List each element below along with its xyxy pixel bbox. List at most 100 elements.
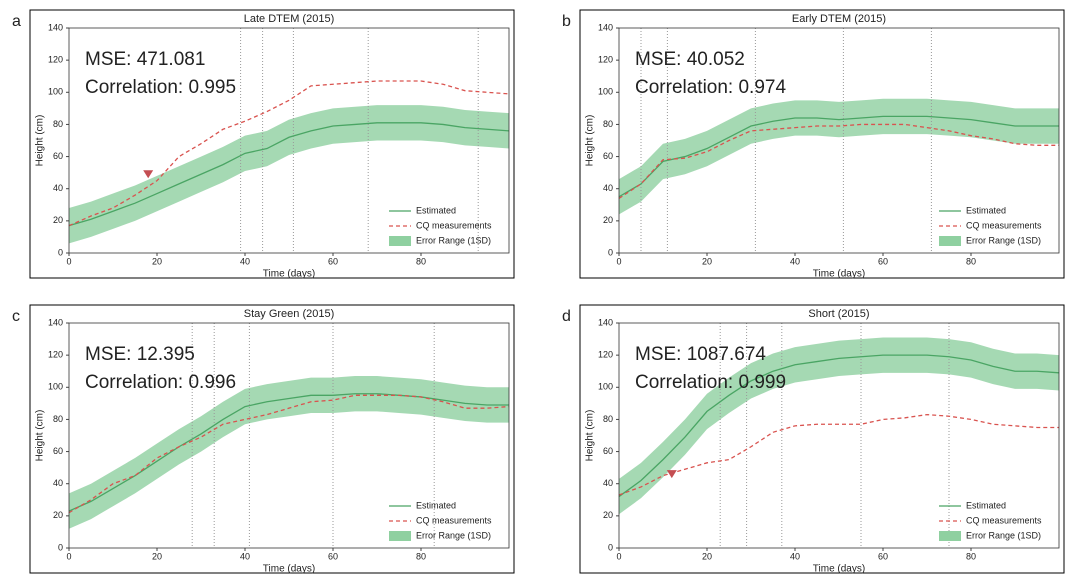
- y-tick-label: 100: [598, 87, 613, 97]
- chart-title: Short (2015): [808, 308, 869, 320]
- panel-frame: [29, 304, 515, 574]
- x-axis-label: Time (days): [813, 564, 865, 575]
- y-tick-label: 80: [53, 414, 63, 424]
- panel-letter: a: [12, 13, 21, 30]
- legend-label: Estimated: [416, 500, 456, 510]
- error-band: [69, 105, 509, 244]
- y-axis-label: Height (cm): [35, 115, 46, 167]
- panel: a Late DTEM (2015) Time (days) Height (cm) 0…: [12, 9, 515, 280]
- panel-frame: [579, 9, 1065, 279]
- y-tick-label: 100: [48, 382, 63, 392]
- legend-label: CQ measurements: [416, 220, 492, 230]
- x-tick-label: 40: [240, 256, 250, 266]
- x-tick-label: 60: [328, 256, 338, 266]
- legend-label: Estimated: [416, 205, 456, 215]
- legend-label: CQ measurements: [966, 515, 1042, 525]
- y-tick-label: 20: [603, 510, 613, 520]
- legend-label: CQ measurements: [966, 220, 1042, 230]
- chart-title: Stay Green (2015): [244, 308, 335, 320]
- x-tick-label: 20: [702, 256, 712, 266]
- legend-label: CQ measurements: [416, 515, 492, 525]
- y-tick-label: 140: [48, 317, 63, 327]
- y-tick-label: 20: [53, 510, 63, 520]
- error-band: [619, 337, 1059, 515]
- series-line: [68, 122, 510, 227]
- y-tick-label: 80: [603, 414, 613, 424]
- panel: c Stay Green (2015) Time (days) Height (cm)…: [12, 304, 515, 575]
- series-line: [68, 394, 510, 514]
- plot-frame: [68, 27, 510, 254]
- y-axis-label: Height (cm): [585, 410, 596, 462]
- plot-frame: [618, 322, 1060, 549]
- x-axis-label: Time (days): [263, 269, 315, 280]
- legend-label: Error Range (1SD): [966, 530, 1041, 540]
- y-tick-label: 120: [48, 350, 63, 360]
- y-tick-label: 140: [598, 317, 613, 327]
- panel-letter: c: [12, 308, 20, 325]
- y-tick-label: 100: [48, 87, 63, 97]
- annotation: MSE: 1087.674: [635, 344, 766, 365]
- annotation: Correlation: 0.996: [85, 372, 236, 393]
- y-tick-label: 20: [603, 215, 613, 225]
- panel-frame: [29, 9, 515, 279]
- x-tick-label: 20: [152, 256, 162, 266]
- x-tick-label: 80: [416, 551, 426, 561]
- panel-letter: b: [562, 13, 571, 30]
- marker: [666, 470, 677, 479]
- legend-label: Estimated: [966, 500, 1006, 510]
- legend-swatch: [389, 531, 411, 541]
- y-tick-label: 80: [53, 119, 63, 129]
- legend-swatch: [939, 236, 961, 246]
- marker: [143, 170, 154, 179]
- legend-swatch: [939, 531, 961, 541]
- x-tick-label: 60: [878, 256, 888, 266]
- x-tick-label: 0: [66, 256, 71, 266]
- x-tick-label: 20: [702, 551, 712, 561]
- y-tick-label: 60: [53, 151, 63, 161]
- x-tick-label: 20: [152, 551, 162, 561]
- series-line: [618, 354, 1060, 498]
- y-tick-label: 20: [53, 215, 63, 225]
- y-tick-label: 140: [598, 22, 613, 32]
- panel: d Short (2015) Time (days) Height (cm) 0 20 40…: [562, 304, 1065, 575]
- y-tick-label: 0: [608, 542, 613, 552]
- y-tick-label: 80: [603, 119, 613, 129]
- y-tick-label: 60: [53, 446, 63, 456]
- panel-frame: [579, 304, 1065, 574]
- x-tick-label: 40: [240, 551, 250, 561]
- legend-label: Error Range (1SD): [416, 235, 491, 245]
- y-tick-label: 60: [603, 446, 613, 456]
- series-line: [618, 115, 1059, 198]
- chart-title: Late DTEM (2015): [244, 13, 334, 25]
- legend-label: Estimated: [966, 205, 1006, 215]
- y-tick-label: 140: [48, 22, 63, 32]
- x-tick-label: 0: [66, 551, 71, 561]
- legend-label: Error Range (1SD): [416, 530, 491, 540]
- x-tick-label: 40: [790, 551, 800, 561]
- series-line: [68, 393, 509, 512]
- x-tick-label: 60: [328, 551, 338, 561]
- y-tick-label: 40: [603, 183, 613, 193]
- annotation: MSE: 12.395: [85, 344, 195, 365]
- x-tick-label: 60: [878, 551, 888, 561]
- error-band: [619, 98, 1059, 215]
- y-tick-label: 40: [603, 478, 613, 488]
- y-axis-label: Height (cm): [585, 115, 596, 167]
- annotation: Correlation: 0.999: [635, 372, 786, 393]
- series-line: [68, 80, 510, 227]
- error-band: [69, 376, 509, 529]
- y-tick-label: 100: [598, 382, 613, 392]
- chart-title: Early DTEM (2015): [792, 13, 886, 25]
- annotation: MSE: 471.081: [85, 49, 205, 70]
- annotation: Correlation: 0.974: [635, 77, 786, 98]
- x-tick-label: 0: [616, 256, 621, 266]
- x-tick-label: 80: [966, 551, 976, 561]
- y-tick-label: 120: [48, 55, 63, 65]
- y-tick-label: 120: [598, 55, 613, 65]
- legend-swatch: [389, 236, 411, 246]
- series-line: [618, 413, 1059, 496]
- y-tick-label: 120: [598, 350, 613, 360]
- y-axis-label: Height (cm): [35, 410, 46, 462]
- y-tick-label: 0: [58, 542, 63, 552]
